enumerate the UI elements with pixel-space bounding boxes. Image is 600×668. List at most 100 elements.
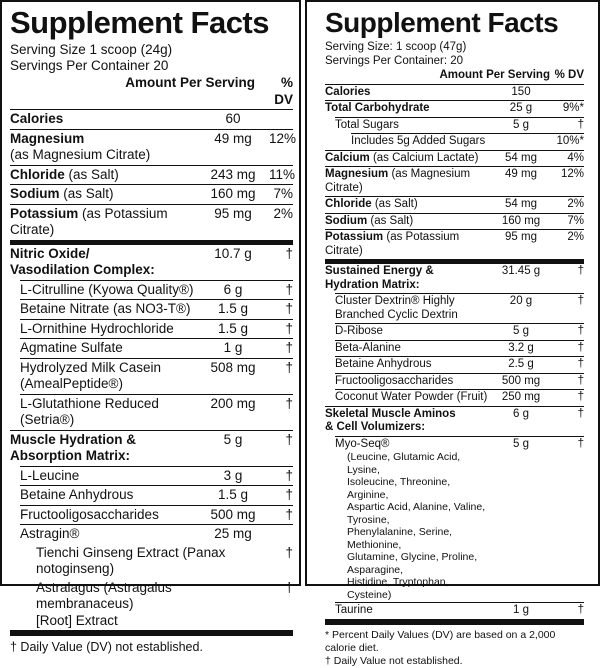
name-cell: Magnesium (as Magnesium Citrate) [325, 168, 488, 195]
daily-value: † [285, 506, 293, 522]
amount: 10.7 g [214, 245, 252, 261]
nutrient-row: Muscle Hydration & Absorption Matrix: 5 g… [10, 429, 293, 466]
nutrient-name: Fructooligosaccharides [20, 506, 159, 522]
name-cell: Sodium (as Salt) [325, 215, 488, 229]
amount: 150 [511, 85, 531, 98]
nutrient-row: Beta-Alanine 3.2 g † [335, 339, 584, 357]
nutrient-row: Magnesium (as Magnesium Citrate) 49 mg 12% [325, 166, 584, 196]
nutrient-row: Betaine Anhydrous 1.5 g † [20, 485, 293, 505]
nutrient-row: Astralagus (Astragalus membranaceus) [Ro… [36, 579, 293, 631]
nutrient-name: Myo-Seq® [335, 437, 390, 450]
nutrient-name: Nitric Oxide/ Vasodilation Complex: [10, 245, 155, 278]
name-cell: Calcium (as Calcium Lactate) [325, 152, 488, 166]
amount: 5 g [513, 325, 529, 337]
amount: 25 g [509, 102, 533, 114]
amount: 5 g [223, 431, 243, 447]
nutrient-row: Calories 150 [325, 83, 584, 101]
name-cell: Beta-Alanine [335, 342, 488, 356]
serving-size: Serving Size 1 scoop (24g) [10, 42, 173, 57]
nutrient-row: Potassium (as Potassium Citrate) 95 mg 2% [10, 203, 293, 240]
daily-value: 11% [269, 166, 296, 182]
amount: 54 mg [505, 151, 537, 164]
amount-header: Amount Per Serving [125, 75, 255, 90]
nutrient-name: Total Sugars [335, 118, 399, 131]
nutrient-row: Betaine Anhydrous 2.5 g † [335, 356, 584, 373]
nutrient-name: Tienchi Ginseng Extract (Panax notoginse… [36, 544, 226, 577]
name-cell: Betaine Anhydrous [20, 487, 197, 504]
nutrient-name: Total Carbohydrate [325, 102, 430, 114]
name-cell: L-Leucine [20, 468, 197, 485]
nutrient-name: L-Ornithine Hydrochloride [20, 320, 174, 336]
nutrient-row: Betaine Nitrate (as NO3-T®) 1.5 g † [20, 299, 293, 319]
nutrient-row: Myo-Seq® (Leucine, Glutamic Acid, Lysine… [335, 435, 584, 603]
name-cell: L-Ornithine Hydrochloride [20, 321, 197, 338]
nutrient-row: Includes 5g Added Sugars 10%* [351, 133, 584, 150]
nutrient-row: Chloride (as Salt) 243 mg 11% [10, 164, 296, 185]
nutrient-name: Hydrolyzed Milk Casein (AmealPeptide®) [20, 359, 162, 392]
nutrient-detail: (as Potassium Citrate) [325, 231, 460, 257]
amount: 243 mg [210, 166, 256, 182]
nutrient-row: Calcium (as Calcium Lactate) 54 mg 4% [325, 149, 584, 167]
title: Supplement Facts [325, 7, 559, 38]
amount: 31.45 g [501, 265, 541, 277]
nutrient-row: Hydrolyzed Milk Casein (AmealPeptide®) 50… [20, 357, 293, 394]
nutrient-name: Magnesium [325, 168, 389, 180]
nutrient-name: D-Ribose [335, 325, 383, 337]
footnote: * Percent Daily Values (DV) are based on… [325, 628, 556, 654]
daily-value: † [285, 281, 293, 297]
nutrient-name: Chloride [10, 166, 65, 182]
name-cell: L-Citrulline (Kyowa Quality®) [20, 282, 197, 299]
nutrient-name: Astragin® [20, 526, 80, 541]
nutrient-row: Total Carbohydrate 25 g 9%* [325, 100, 584, 117]
nutrient-name: Potassium [10, 205, 79, 221]
daily-value: 12% [560, 168, 584, 180]
nutrient-name: Sodium [325, 214, 368, 227]
amount: 60 [225, 111, 241, 126]
name-cell: Sodium (as Salt) [10, 186, 197, 203]
name-cell: Coconut Water Powder (Fruit) [335, 391, 488, 405]
amount: 1.5 g [217, 487, 249, 502]
name-cell: Muscle Hydration & Absorption Matrix: [10, 432, 197, 465]
nutrient-row: Nitric Oxide/ Vasodilation Complex: 10.7 … [10, 239, 293, 280]
amount: 160 mg [501, 214, 541, 227]
name-cell: Total Carbohydrate [325, 102, 488, 116]
amount: 160 mg [210, 186, 256, 201]
nutrient-row: Potassium (as Potassium Citrate) 95 mg 2% [325, 229, 584, 259]
amount: 1 g [513, 604, 529, 616]
nutrient-row: L-Glutathione Reduced (Setria®) 200 mg † [20, 393, 293, 430]
name-cell: L-Glutathione Reduced (Setria®) [20, 396, 197, 429]
nutrient-row: Magnesium (as Magnesium Citrate) 49 mg 12% [10, 128, 296, 165]
name-cell: D-Ribose [335, 325, 488, 339]
daily-value: † [285, 359, 293, 375]
footnote: † Daily Value (DV) not established. [10, 630, 293, 654]
amount: 6 g [513, 407, 529, 420]
nutrient-detail: (as Salt) [370, 214, 414, 227]
nutrient-name: Sodium [10, 186, 60, 201]
amount: 1.5 g [217, 301, 249, 316]
daily-value: † [577, 118, 584, 131]
nutrient-name: Agmatine Sulfate [20, 340, 123, 355]
amount: 250 mg [501, 391, 541, 403]
nutrient-detail: (Leucine, Glutamic Acid, Lysine, Isoleuc… [347, 451, 486, 601]
dv-header: % DV [274, 75, 293, 107]
nutrient-name: Cluster Dextrin® Highly Branched Cyclic … [335, 295, 458, 321]
nutrient-name: Betaine Anhydrous [20, 487, 134, 502]
name-cell: Cluster Dextrin® Highly Branched Cyclic … [335, 295, 488, 322]
name-cell: Potassium (as Potassium Citrate) [10, 206, 197, 239]
daily-value: 9%* [562, 102, 584, 114]
name-cell: Myo-Seq® (Leucine, Glutamic Acid, Lysine… [335, 438, 488, 602]
name-cell: Betaine Anhydrous [335, 358, 488, 372]
daily-value: † [285, 320, 293, 336]
nutrient-row: L-Leucine 3 g † [20, 465, 293, 486]
nutrient-name: Chloride [325, 198, 372, 210]
name-cell: Fructooligosaccharides [20, 507, 197, 524]
daily-value: † [577, 407, 584, 420]
amount: 500 mg [501, 374, 541, 387]
nutrient-name: Magnesium [10, 130, 85, 146]
nutrient-detail: (as Calcium Lactate) [372, 151, 479, 164]
nutrient-name: Beta-Alanine [335, 341, 401, 354]
nutrient-name: Coconut Water Powder (Fruit) [335, 391, 488, 403]
amount: 5 g [513, 118, 529, 131]
name-cell: Skeletal Muscle Aminos & Cell Volumizers… [325, 408, 488, 435]
nutrient-row: Chloride (as Salt) 54 mg 2% [325, 196, 584, 213]
